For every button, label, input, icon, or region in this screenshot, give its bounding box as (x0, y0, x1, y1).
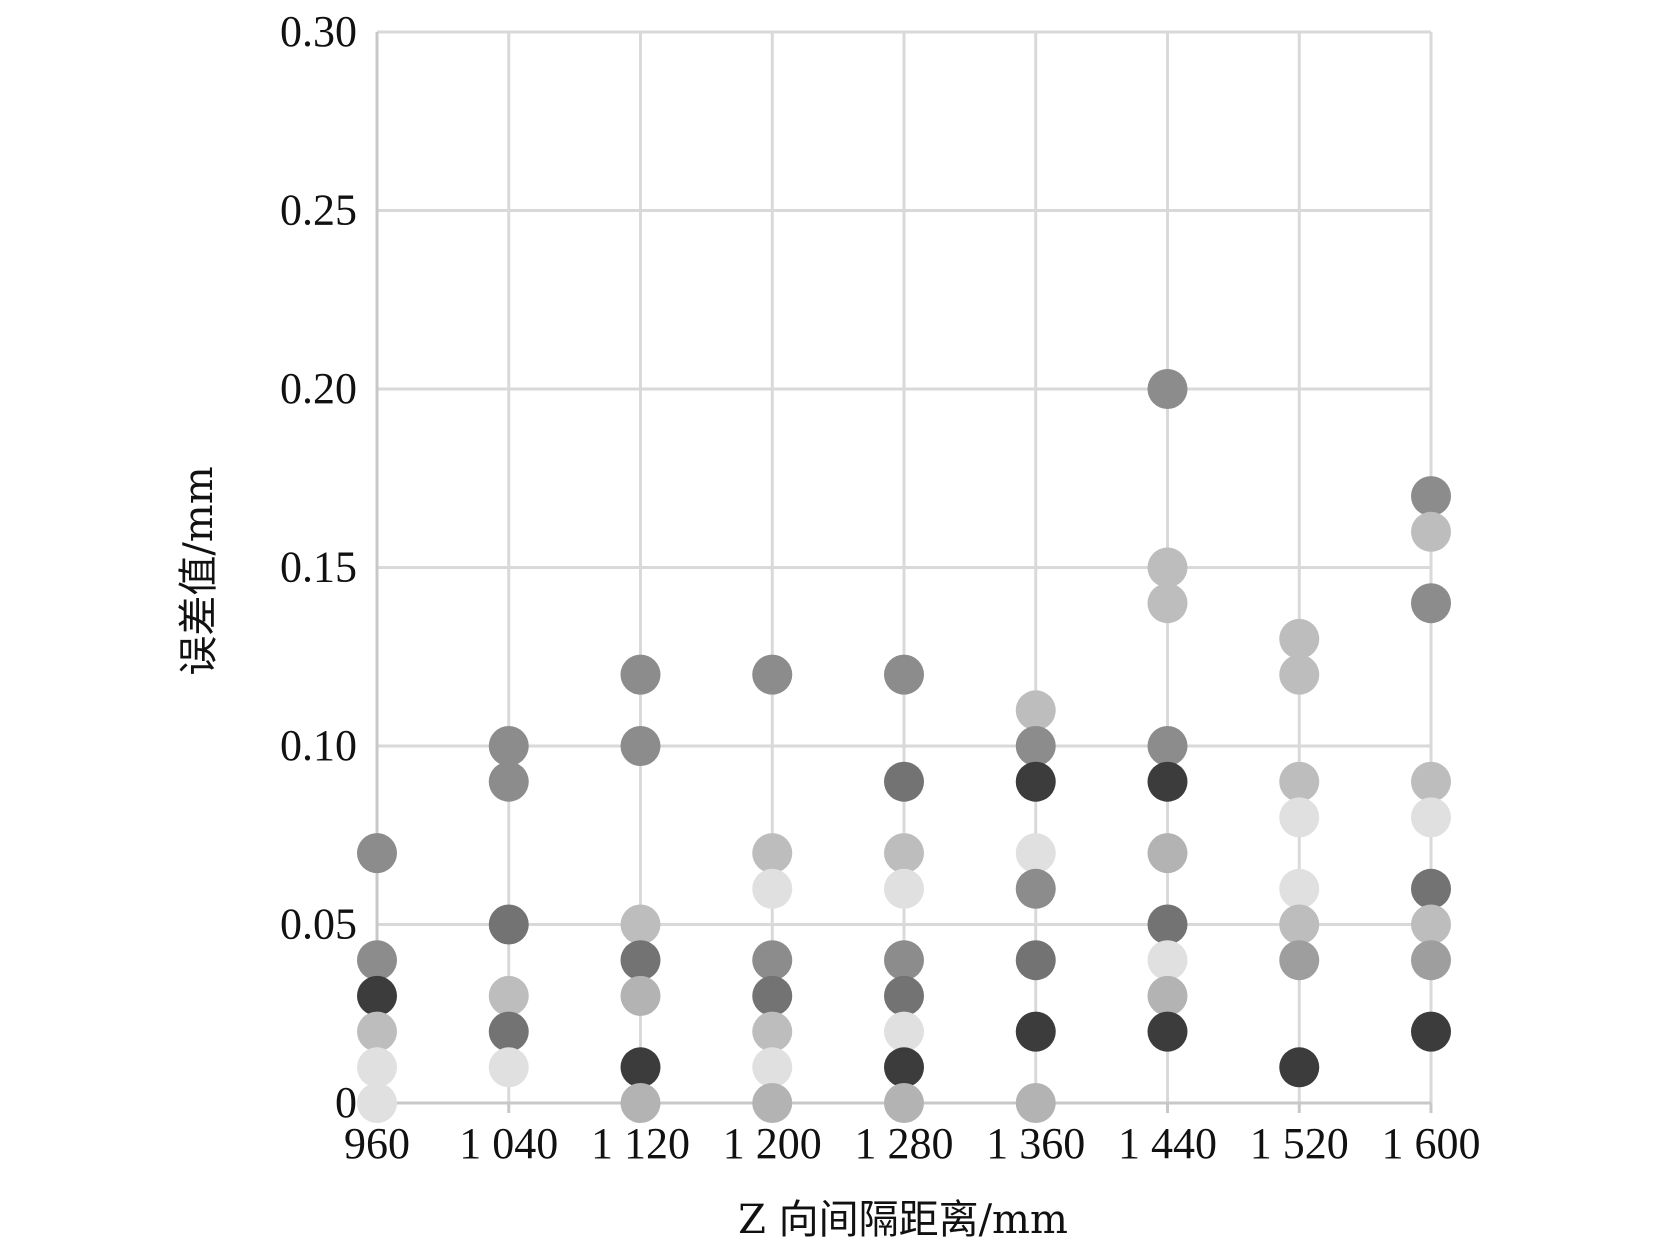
data-point (1147, 369, 1188, 409)
data-point (1411, 761, 1451, 802)
y-tick-label: 0.30 (280, 7, 357, 56)
data-point (357, 975, 397, 1016)
data-point (1279, 868, 1320, 909)
y-axis-title: 误差值/mm (176, 466, 222, 675)
data-point (884, 1047, 924, 1088)
data-point (752, 940, 793, 981)
y-tick-label: 0.10 (280, 721, 357, 770)
data-point (1411, 583, 1451, 624)
data-point (1147, 726, 1188, 766)
data-point (1147, 975, 1188, 1016)
data-point (620, 1083, 661, 1123)
data-point (1411, 904, 1451, 945)
data-point (1015, 868, 1056, 909)
x-tick-label: 1 520 (1250, 1119, 1349, 1168)
x-tick-label: 1 280 (855, 1119, 954, 1168)
data-point (488, 761, 529, 802)
data-point (620, 904, 661, 945)
data-point (752, 654, 793, 695)
data-point (1279, 904, 1320, 945)
data-point (1015, 726, 1056, 766)
data-point (1147, 583, 1188, 624)
data-point (752, 975, 793, 1016)
data-point (1147, 547, 1188, 588)
data-point (357, 833, 397, 874)
data-point (752, 833, 793, 874)
data-point (620, 654, 661, 695)
data-point (1015, 1083, 1056, 1123)
data-point (884, 940, 924, 981)
data-point (1411, 1011, 1451, 1052)
data-point (884, 975, 924, 1016)
data-point (357, 1047, 397, 1088)
data-point (1147, 833, 1188, 874)
data-point (620, 726, 661, 766)
data-point (1015, 690, 1056, 731)
x-tick-labels: 960 1 040 1 120 1 200 1 280 1 360 1 440 1 520 1 … (344, 1119, 1481, 1168)
y-tick-label: 0.25 (280, 186, 357, 235)
x-tick-label: 1 120 (591, 1119, 690, 1168)
x-tick-label: 1 440 (1118, 1119, 1217, 1168)
data-point (752, 1047, 793, 1088)
data-point (884, 868, 924, 909)
data-point (1411, 940, 1451, 981)
data-point (620, 940, 661, 981)
data-point (488, 975, 529, 1016)
y-tick-labels: 0 0.05 0.10 0.15 0.20 0.25 0.30 (280, 7, 357, 1127)
data-point (752, 1083, 793, 1123)
data-point (1147, 940, 1188, 981)
data-point (1015, 940, 1056, 981)
data-point (1015, 833, 1056, 874)
data-point (884, 1083, 924, 1123)
data-point (488, 1047, 529, 1088)
data-point (488, 726, 529, 766)
data-point (884, 1011, 924, 1052)
data-point (488, 904, 529, 945)
data-point (620, 1047, 661, 1088)
data-point (1147, 1011, 1188, 1052)
y-tick-label: 0 (335, 1078, 357, 1127)
data-point (1279, 797, 1320, 838)
data-point (1411, 476, 1451, 517)
y-tick-label: 0.15 (280, 543, 357, 592)
data-points (357, 369, 1451, 1123)
data-point (1279, 1047, 1320, 1088)
x-tick-label: 1 360 (986, 1119, 1085, 1168)
data-point (620, 975, 661, 1016)
data-point (884, 761, 924, 802)
x-tick-label: 1 600 (1382, 1119, 1481, 1168)
data-point (752, 868, 793, 909)
data-point (1147, 904, 1188, 945)
data-point (357, 1011, 397, 1052)
data-point (1411, 868, 1451, 909)
y-tick-label: 0.20 (280, 364, 357, 413)
x-tick-label: 1 040 (459, 1119, 558, 1168)
data-point (752, 1011, 793, 1052)
data-point (884, 833, 924, 874)
data-point (1279, 654, 1320, 695)
data-point (1015, 761, 1056, 802)
data-point (1411, 511, 1451, 552)
data-point (1279, 618, 1320, 659)
data-point (1015, 1011, 1056, 1052)
data-point (1279, 761, 1320, 802)
data-point (357, 1083, 397, 1123)
data-point (884, 654, 924, 695)
x-tick-label: 1 200 (723, 1119, 822, 1168)
y-tick-label: 0.05 (280, 900, 357, 949)
data-point (1411, 797, 1451, 838)
data-point (1147, 761, 1188, 802)
x-tick-label: 960 (344, 1119, 410, 1168)
data-point (357, 940, 397, 981)
data-point (1279, 940, 1320, 981)
x-axis-title: Z 向间隔距离/mm (738, 1197, 1068, 1243)
data-point (488, 1011, 529, 1052)
